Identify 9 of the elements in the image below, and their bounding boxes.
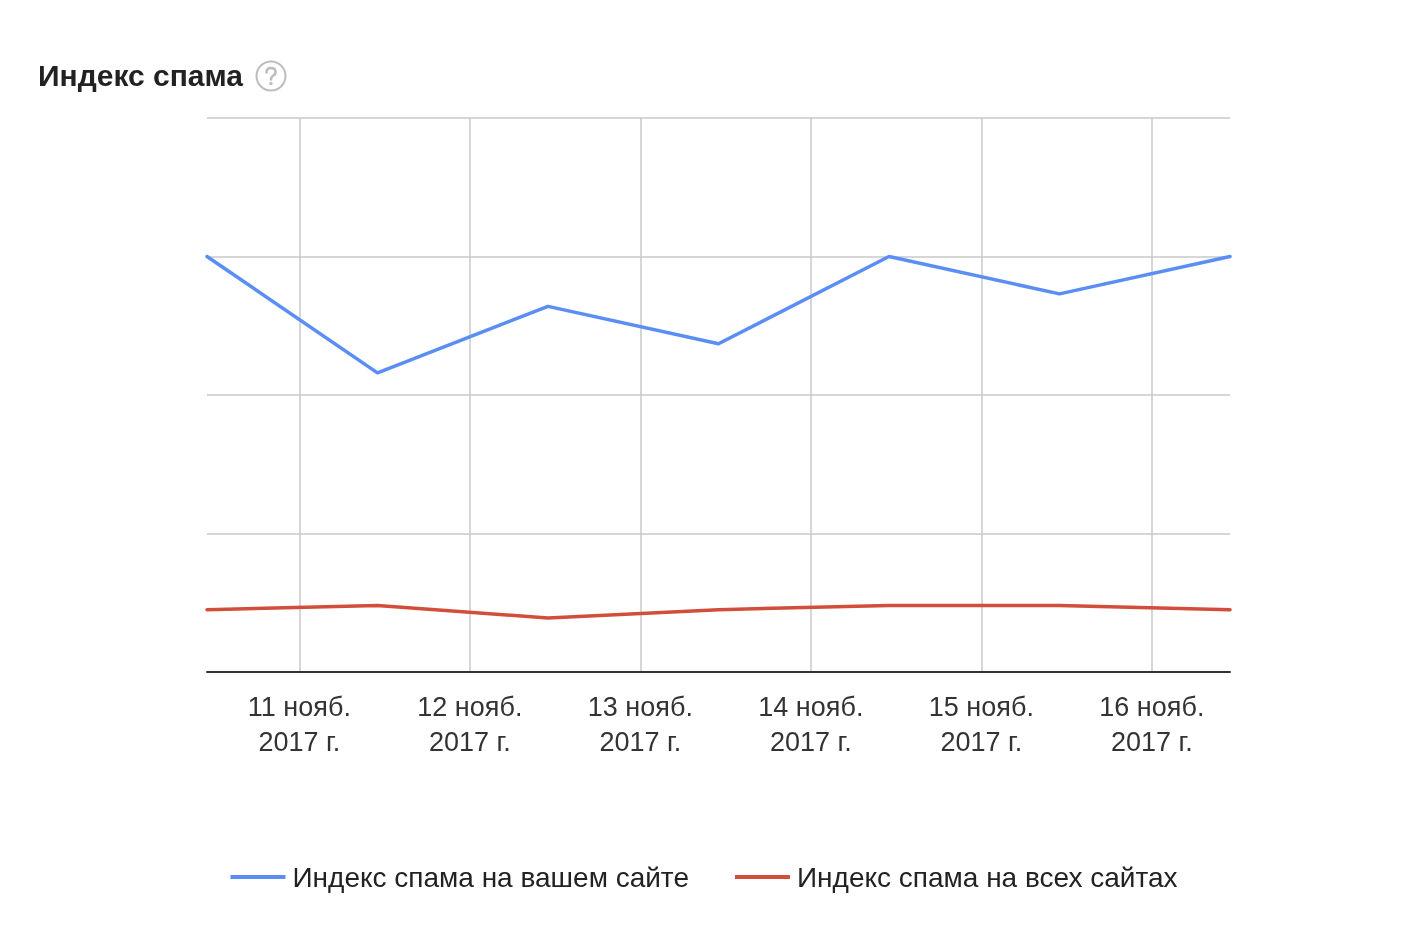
chart-title: Индекс спама — [38, 58, 244, 94]
x-tick-label: 15 нояб. 2017 г. — [928, 691, 1034, 757]
x-tick-label: 13 нояб. 2017 г. — [587, 691, 693, 757]
x-tick-label: 14 нояб. 2017 г. — [758, 691, 864, 757]
legend-label: Индекс спама на вашем сайте — [292, 861, 689, 893]
x-tick-label: 16 нояб. 2017 г. — [1099, 691, 1205, 757]
legend-label: Индекс спама на всех сайтах — [796, 861, 1178, 893]
x-tick-label: 12 нояб. 2017 г. — [417, 691, 523, 757]
x-tick-label: 11 нояб. 2017 г. — [247, 691, 351, 757]
